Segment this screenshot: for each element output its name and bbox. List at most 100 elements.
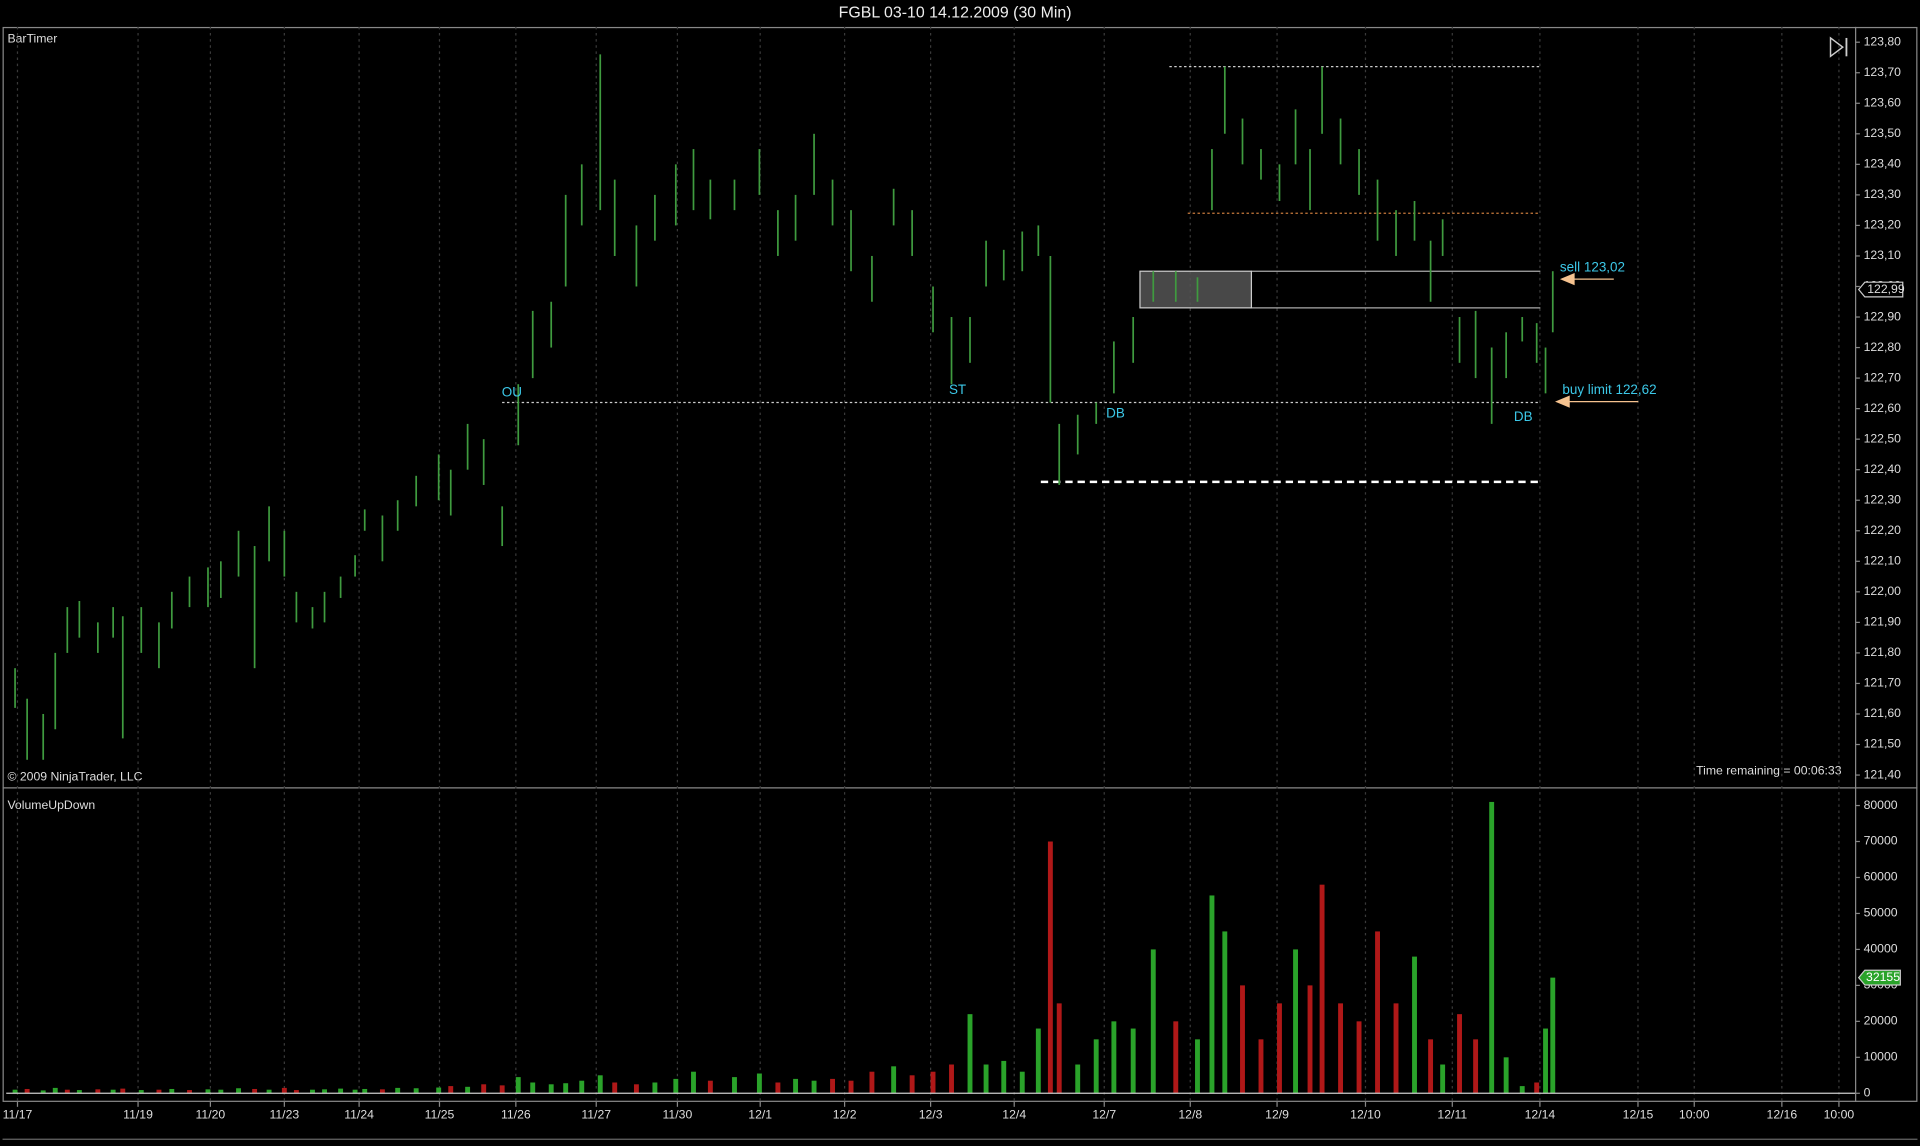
annotation: OU [502, 385, 522, 400]
volume-bar [1338, 1003, 1344, 1094]
order-arrow-head [1555, 395, 1570, 408]
y-tick-label: 121,90 [1864, 615, 1902, 629]
annotation: sell 123,02 [1560, 260, 1625, 275]
x-tick-label: 11/27 [581, 1108, 611, 1122]
volume-bar [52, 1087, 58, 1094]
volume-bar [1489, 801, 1495, 1094]
volume-bar [1543, 1028, 1548, 1094]
volume-bar [1277, 1003, 1282, 1094]
y-tick-label: 122,30 [1864, 492, 1902, 506]
volume-bar [579, 1080, 585, 1094]
y-tick-label: 123,80 [1864, 34, 1902, 48]
x-tick-label: 12/11 [1437, 1108, 1467, 1122]
volume-bar [499, 1085, 505, 1094]
y-tick-label: 123,50 [1864, 126, 1902, 140]
volume-bar [1173, 1021, 1179, 1094]
volume-bar [707, 1080, 713, 1094]
volume-bar [40, 1090, 46, 1094]
volume-bar [76, 1090, 82, 1094]
y-tick-label: 122,60 [1864, 401, 1902, 415]
volume-bar [1240, 985, 1245, 1094]
volume-bar [869, 1071, 875, 1094]
grid [16, 26, 1860, 1107]
annotation: ST [949, 382, 966, 397]
volume-bar [1319, 884, 1325, 1094]
y-tick-label: 40000 [1864, 942, 1898, 956]
volume-bar [413, 1088, 419, 1094]
x-tick-label: 12/3 [919, 1108, 943, 1122]
volume-bar [138, 1090, 144, 1094]
last-price-box [1857, 281, 1904, 298]
annotation: buy limit 122,62 [1562, 382, 1656, 397]
copyright: © 2009 NinjaTrader, LLC [7, 770, 142, 784]
volume-bar [1307, 985, 1313, 1094]
y-tick-label: 123,40 [1864, 157, 1902, 171]
x-tick-label: 11/20 [196, 1108, 226, 1122]
time-remaining: Time remaining = 00:06:33 [1696, 764, 1842, 778]
volume-bar [1019, 1071, 1025, 1094]
volume-bar [481, 1084, 487, 1094]
volume-bar [1150, 949, 1156, 1094]
volume-bar [1393, 1003, 1399, 1094]
volume-bar [612, 1082, 618, 1094]
scroll-end-icon[interactable] [1829, 36, 1848, 58]
y-tick-label: 121,50 [1864, 737, 1902, 751]
volume-bar [891, 1066, 897, 1094]
volume-bar [673, 1078, 679, 1094]
volume-bar [1130, 1028, 1136, 1094]
y-tick-label: 123,70 [1864, 65, 1902, 79]
panel-border [2, 26, 1918, 1102]
volume-bar [338, 1088, 344, 1094]
volume-bar [1075, 1064, 1081, 1094]
volume-bar [930, 1071, 936, 1094]
x-tick-label: 12/2 [833, 1108, 857, 1122]
volume-bar [756, 1073, 762, 1094]
volume-bar [1093, 1039, 1099, 1094]
volume-bar [1035, 1028, 1041, 1094]
volume-bar [1412, 956, 1417, 1094]
marks [6, 54, 1856, 1094]
y-tick-label: 121,40 [1864, 767, 1902, 781]
volume-bar [691, 1071, 696, 1094]
x-tick-label: 12/15 [1623, 1108, 1654, 1122]
x-tick-label: 12/10 [1350, 1108, 1381, 1122]
y-tick-label: 121,60 [1864, 706, 1902, 720]
y-tick-label: 123,10 [1864, 248, 1902, 262]
y-tick-label: 122,40 [1864, 462, 1902, 476]
volume-bar [1209, 895, 1215, 1094]
range-box [1139, 270, 1253, 309]
y-tick-label: 123,30 [1864, 187, 1902, 201]
volume-bar [1056, 1003, 1062, 1094]
annotation: DB [1106, 405, 1125, 420]
y-tick-label: 122,10 [1864, 554, 1902, 568]
volume-bar [310, 1089, 315, 1094]
volume-bar [949, 1064, 954, 1094]
x-tick-label: 12/9 [1265, 1108, 1289, 1122]
y-tick-label: 60000 [1864, 870, 1898, 884]
volume-bar [633, 1084, 639, 1094]
volume-bar [775, 1082, 781, 1094]
volume-bar [395, 1087, 401, 1094]
volume-bar [379, 1089, 385, 1094]
x-tick-label: 11/19 [123, 1108, 153, 1122]
volume-bar [1440, 1064, 1446, 1094]
icon-triangle[interactable] [1829, 36, 1844, 58]
y-tick-label: 123,20 [1864, 218, 1902, 232]
x-tick-label: 11/24 [344, 1108, 374, 1122]
y-tick-label: 122,90 [1864, 309, 1902, 323]
volume-bar [548, 1084, 554, 1094]
volume-bar [110, 1089, 116, 1094]
y-tick-label: 50000 [1864, 906, 1898, 920]
volume-title: VolumeUpDown [7, 798, 95, 812]
x-tick-label: 12/16 [1767, 1108, 1798, 1122]
volume-bar [1111, 1021, 1117, 1094]
y-tick-label: 122,00 [1864, 584, 1902, 598]
volume-bar [1356, 1021, 1362, 1094]
volume-bar [1222, 931, 1228, 1094]
volume-bar [187, 1090, 192, 1094]
last-volume-box [1857, 969, 1901, 986]
x-tick-label: 11/26 [501, 1108, 531, 1122]
